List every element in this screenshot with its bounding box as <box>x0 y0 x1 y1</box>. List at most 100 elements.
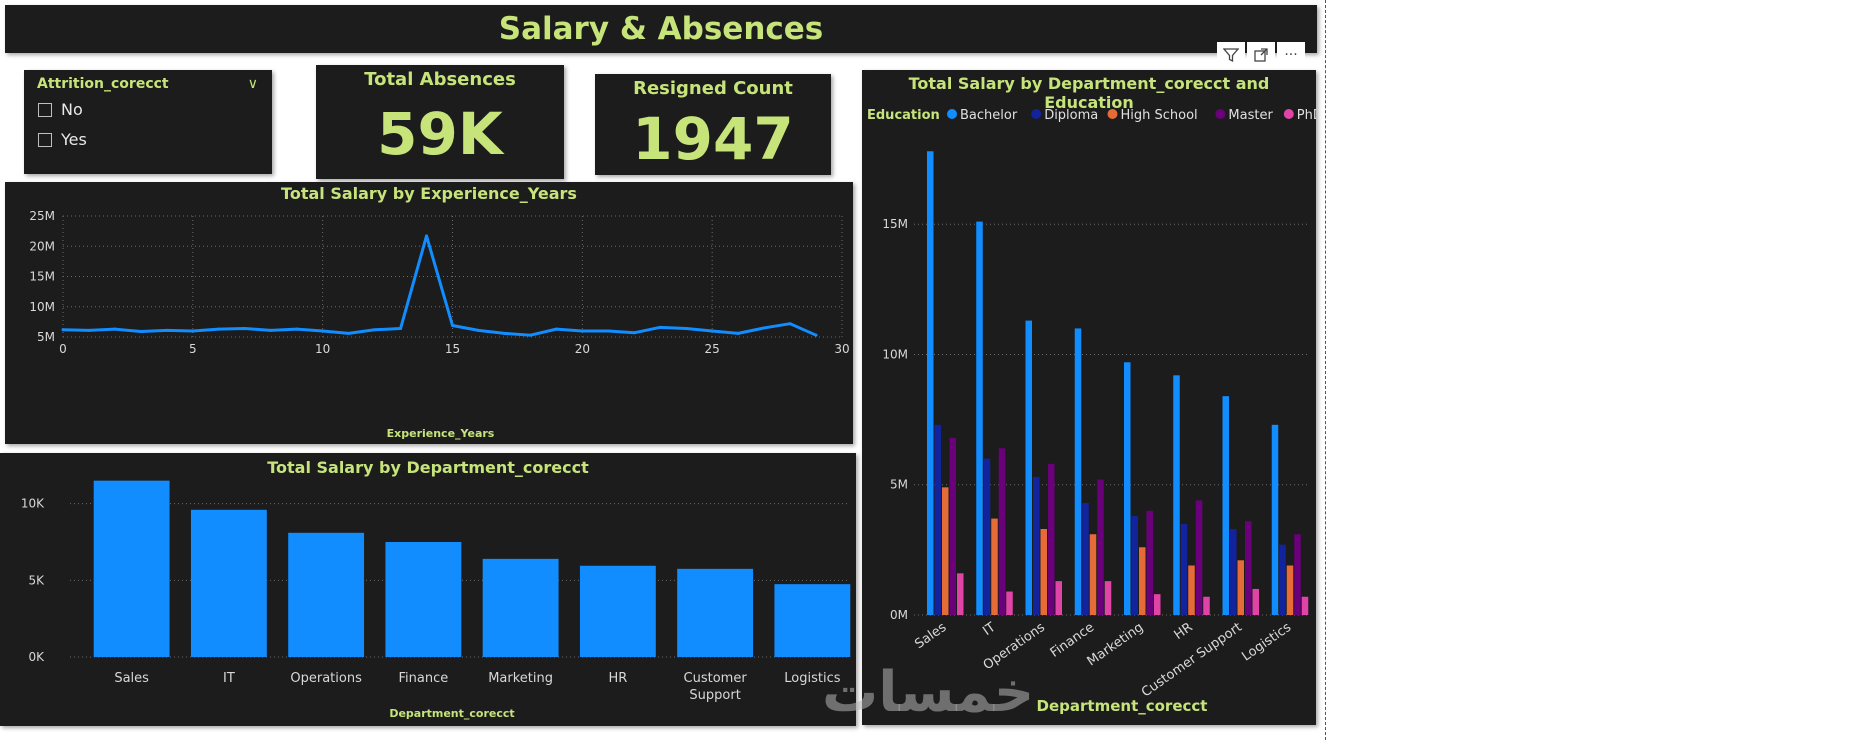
x-tick-label: Sales <box>912 620 949 652</box>
x-tick-label: Operations <box>290 671 362 686</box>
x-tick-label: HR <box>1172 620 1196 643</box>
chevron-down-icon[interactable]: ∨ <box>247 76 258 92</box>
slicer-option-yes[interactable]: Yes <box>38 130 87 149</box>
bar <box>976 221 983 615</box>
bar <box>1180 523 1188 615</box>
bar <box>942 487 949 615</box>
bar <box>1097 479 1104 615</box>
card-value: 59K <box>377 100 503 168</box>
slicer-option-no[interactable]: No <box>38 100 83 119</box>
data-point <box>399 327 403 331</box>
y-tick-label: 0K <box>28 650 45 664</box>
bar-chart-svg: 0K 5K 10K Sales IT Operations Finance Marketing… <box>21 480 851 720</box>
bar <box>934 424 941 615</box>
slicer-header: Attrition_corecct <box>37 76 169 92</box>
resigned-count-card: Resigned Count 1947 <box>595 74 831 175</box>
y-tick-label: 5M <box>890 478 908 492</box>
bar <box>1033 476 1040 615</box>
bar <box>1025 320 1032 615</box>
bar <box>1252 588 1259 615</box>
legend-label: PhD <box>1297 108 1316 123</box>
x-tick-label: 0 <box>59 342 67 356</box>
data-point <box>658 325 662 329</box>
legend-marker <box>1107 109 1118 119</box>
y-tick-label: 10M <box>29 300 55 314</box>
salary-by-department-education-chart[interactable]: Total Salary by Department_corecct and E… <box>862 70 1316 725</box>
x-tick-label: HR <box>608 671 627 686</box>
x-tick-label: Marketing <box>1085 620 1147 669</box>
x-axis-title: Department_corecct <box>389 707 514 720</box>
bar <box>1139 547 1146 615</box>
y-tick-label: 10K <box>21 497 45 511</box>
x-tick-label: IT <box>980 620 998 639</box>
bar <box>190 509 267 657</box>
data-point <box>269 328 273 332</box>
bar <box>998 448 1006 615</box>
chart-title: Total Salary by Department_corecct <box>267 458 589 477</box>
data-point <box>762 326 766 330</box>
salary-by-department-chart[interactable]: Total Salary by Department_corecct 0K 5K 1… <box>0 453 856 726</box>
bar <box>1006 591 1013 615</box>
data-point <box>243 327 247 331</box>
bar <box>1245 521 1252 615</box>
data-point <box>736 331 740 335</box>
visual-toolbar: ··· <box>1217 42 1305 68</box>
y-tick-label: 5K <box>28 573 45 587</box>
bar <box>1146 510 1153 615</box>
bar <box>1074 328 1082 615</box>
data-point <box>554 327 558 331</box>
data-point <box>139 330 143 334</box>
checkbox[interactable] <box>38 132 52 147</box>
x-tick-label: 15 <box>445 342 460 356</box>
data-point <box>684 327 688 331</box>
data-point <box>814 333 818 337</box>
data-point <box>113 327 117 331</box>
bar <box>1040 529 1047 615</box>
bar <box>1131 516 1138 615</box>
checkbox[interactable] <box>38 102 52 117</box>
legend-label: High School <box>1121 108 1198 123</box>
clustered-bar-chart-svg: 0M 5M 10M 15M Education Bachelor Diploma High S… <box>867 108 1316 715</box>
legend-label: Master <box>1228 108 1273 123</box>
x-tick-label: Support <box>689 688 740 703</box>
data-point <box>425 234 429 238</box>
bar <box>579 565 656 657</box>
bar <box>1237 560 1244 615</box>
y-tick-label: 25M <box>29 209 55 223</box>
slicer-option-label: No <box>61 100 83 119</box>
bar <box>482 558 559 657</box>
bar <box>1082 502 1089 615</box>
y-tick-label: 10M <box>882 347 908 361</box>
legend-label: Bachelor <box>960 108 1018 123</box>
bar <box>1203 596 1210 615</box>
salary-by-experience-chart[interactable]: Total Salary by Experience_Years 5M 10M 15… <box>5 182 853 444</box>
x-tick-label: 5 <box>189 342 197 356</box>
chart-title: Total Salary by Department_corecct and E… <box>908 74 1270 112</box>
attrition-slicer[interactable]: Attrition_corecct ∨ No Yes <box>24 70 272 174</box>
y-tick-label: 15M <box>882 217 908 231</box>
x-tick-label: 20 <box>575 342 590 356</box>
y-tick-label: 20M <box>29 239 55 253</box>
data-point <box>502 331 506 335</box>
bar <box>1089 534 1097 615</box>
x-tick-label: Logistics <box>784 671 840 686</box>
bar <box>1294 534 1301 615</box>
filter-icon[interactable] <box>1217 42 1245 68</box>
legend-marker <box>1031 109 1042 119</box>
x-tick-label: IT <box>223 671 235 686</box>
data-point <box>165 328 169 332</box>
bar <box>991 518 998 615</box>
data-point <box>528 333 532 337</box>
focus-mode-icon[interactable] <box>1247 42 1275 68</box>
data-point <box>295 327 299 331</box>
data-point <box>87 328 91 332</box>
data-point <box>373 328 377 332</box>
bar <box>1195 500 1203 615</box>
more-options-icon[interactable]: ··· <box>1277 42 1305 68</box>
bar <box>957 573 964 615</box>
slicer-option-label: Yes <box>61 130 87 149</box>
card-value: 1947 <box>632 105 794 173</box>
bar <box>677 568 754 657</box>
line-chart-svg: 5M 10M 15M 20M 25M 0 5 10 15 20 25 30 Experience_Yea… <box>29 209 849 440</box>
card-label: Total Absences <box>364 69 516 90</box>
